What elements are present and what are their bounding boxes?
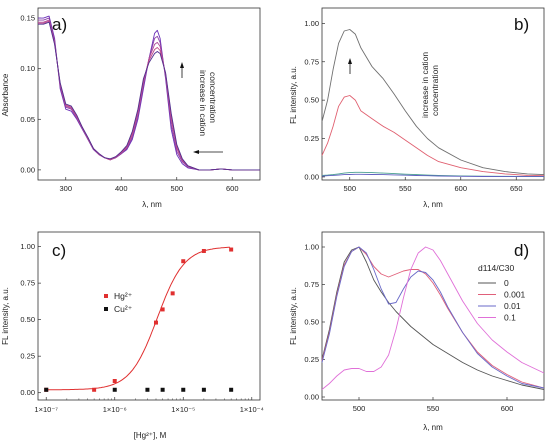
panel-a-xlabel: λ, nm bbox=[142, 200, 162, 209]
series-line-1 bbox=[38, 15, 260, 171]
series-line-1 bbox=[321, 246, 545, 390]
y-tick-label: 1.00 bbox=[304, 19, 319, 28]
x-tick-label: 650 bbox=[510, 184, 523, 193]
x-tick-label: 600 bbox=[454, 184, 467, 193]
panel-b: b) λ, nm FL intensity, a.u. 0.00 0.25 0.50… bbox=[289, 7, 545, 209]
hg-data-point bbox=[112, 379, 117, 384]
panel-d-ylabel: FL intensity, a.u. bbox=[289, 287, 298, 345]
hg-data-point bbox=[181, 259, 186, 264]
series-line-4 bbox=[321, 173, 544, 178]
legend-label-4: 0.1 bbox=[504, 313, 516, 323]
y-tick-label: 0.75 bbox=[20, 279, 35, 288]
panel-b-arrow-up bbox=[348, 58, 352, 74]
cu-data-point bbox=[145, 387, 150, 392]
panel-a-annotation-line1: increase in cation bbox=[198, 70, 208, 136]
legend-label-3: 0.01 bbox=[504, 301, 521, 311]
y-tick-label: 0.50 bbox=[304, 318, 319, 327]
y-tick-label: 1.00 bbox=[304, 243, 319, 252]
x-tick-label: 1×10⁻⁷ bbox=[34, 405, 58, 414]
y-tick-label: 0.00 bbox=[304, 172, 319, 181]
y-tick-label: 0.25 bbox=[304, 134, 319, 143]
y-tick-label: 1.00 bbox=[20, 242, 35, 251]
panel-d: d) λ, nm FL intensity, a.u. 0.00 0.25 0.50… bbox=[289, 231, 545, 432]
y-tick-label: 0.75 bbox=[304, 57, 319, 66]
panel-b-ylabel: FL intensity, a.u. bbox=[289, 66, 298, 124]
hg-data-point bbox=[170, 291, 175, 296]
panel-a-frame bbox=[37, 7, 261, 181]
panel-d-label: d) bbox=[514, 241, 529, 260]
series-line-2 bbox=[38, 17, 260, 171]
y-tick-label: 0.25 bbox=[304, 355, 319, 364]
series-line-2 bbox=[321, 95, 545, 177]
y-tick-label: 0.05 bbox=[20, 115, 35, 124]
cu-data-point bbox=[181, 387, 186, 392]
series-line-4 bbox=[321, 246, 545, 390]
legend-title: d114/C30 bbox=[478, 263, 515, 273]
cu-data-point bbox=[229, 387, 234, 392]
panel-d-xlabel: λ, nm bbox=[423, 423, 443, 432]
legend-marker-hg bbox=[104, 294, 108, 298]
series-line-1 bbox=[321, 29, 545, 176]
fit-curve bbox=[46, 246, 230, 391]
y-tick-label: 0.10 bbox=[20, 64, 35, 73]
panel-c-label: c) bbox=[52, 241, 66, 260]
x-tick-label: 300 bbox=[59, 184, 72, 193]
cu-data-point bbox=[160, 387, 165, 392]
y-tick-label: 0.50 bbox=[20, 315, 35, 324]
hg-data-point bbox=[153, 320, 158, 325]
panel-a-label: a) bbox=[52, 15, 67, 34]
cu-data-point bbox=[201, 387, 206, 392]
x-tick-label: 550 bbox=[427, 404, 440, 413]
hg-data-point bbox=[201, 248, 206, 253]
panel-a: a) λ, nm Absorbance 0.00 0.05 0.10 0.15 300 4… bbox=[1, 7, 261, 209]
panel-c-xlabel: [Hg²⁺], M bbox=[134, 431, 167, 440]
legend-marker-cu bbox=[104, 307, 108, 311]
hg-data-point bbox=[229, 247, 234, 252]
legend-label-hg: Hg²⁺ bbox=[114, 291, 133, 301]
y-tick-label: 0.00 bbox=[304, 393, 319, 402]
panel-a-arrow-up bbox=[180, 62, 184, 78]
y-tick-label: 0.15 bbox=[20, 14, 35, 23]
panel-b-annotation-line1: increase in cation bbox=[420, 52, 430, 118]
series-line-3 bbox=[38, 19, 260, 171]
y-tick-label: 0.75 bbox=[304, 280, 319, 289]
series-line-5 bbox=[38, 21, 260, 171]
panel-a-ylabel: Absorbance bbox=[1, 73, 10, 116]
legend-label-cu: Cu²⁺ bbox=[114, 304, 133, 314]
panel-b-label: b) bbox=[514, 15, 529, 34]
x-tick-label: 1×10⁻⁶ bbox=[103, 405, 127, 414]
panel-c: c) [Hg²⁺], M FL intensity, a.u. 0.00 0.25… bbox=[1, 231, 264, 440]
y-tick-label: 0.00 bbox=[20, 388, 35, 397]
x-tick-label: 600 bbox=[226, 184, 239, 193]
panel-a-annotation-line2: concentration bbox=[208, 72, 218, 123]
panel-b-annotation-line2: concentration bbox=[430, 65, 440, 116]
y-tick-label: 0.50 bbox=[304, 96, 319, 105]
x-tick-label: 500 bbox=[170, 184, 183, 193]
panel-c-ylabel: FL intensity, a.u. bbox=[1, 287, 10, 345]
x-tick-label: 1×10⁻⁴ bbox=[240, 405, 264, 414]
panel-c-legend: Hg²⁺ Cu²⁺ bbox=[104, 291, 133, 314]
panel-b-frame bbox=[321, 7, 545, 181]
y-tick-label: 0.00 bbox=[20, 165, 35, 174]
hg-data-point bbox=[92, 387, 97, 392]
x-tick-label: 600 bbox=[501, 404, 514, 413]
cu-data-point bbox=[112, 387, 117, 392]
legend-label-2: 0.001 bbox=[504, 290, 526, 300]
series-line-4 bbox=[38, 20, 260, 171]
x-tick-label: 550 bbox=[399, 184, 412, 193]
x-tick-label: 400 bbox=[115, 184, 128, 193]
panel-c-frame bbox=[37, 231, 261, 401]
x-tick-label: 500 bbox=[343, 184, 356, 193]
panel-b-xlabel: λ, nm bbox=[423, 200, 443, 209]
legend-label-1: 0 bbox=[504, 278, 509, 288]
panel-a-arrow-left bbox=[193, 150, 223, 154]
x-tick-label: 1×10⁻⁵ bbox=[171, 405, 195, 414]
x-tick-label: 500 bbox=[353, 404, 366, 413]
cu-data-point bbox=[44, 387, 49, 392]
y-tick-label: 0.25 bbox=[20, 352, 35, 361]
hg-data-point bbox=[160, 307, 165, 312]
